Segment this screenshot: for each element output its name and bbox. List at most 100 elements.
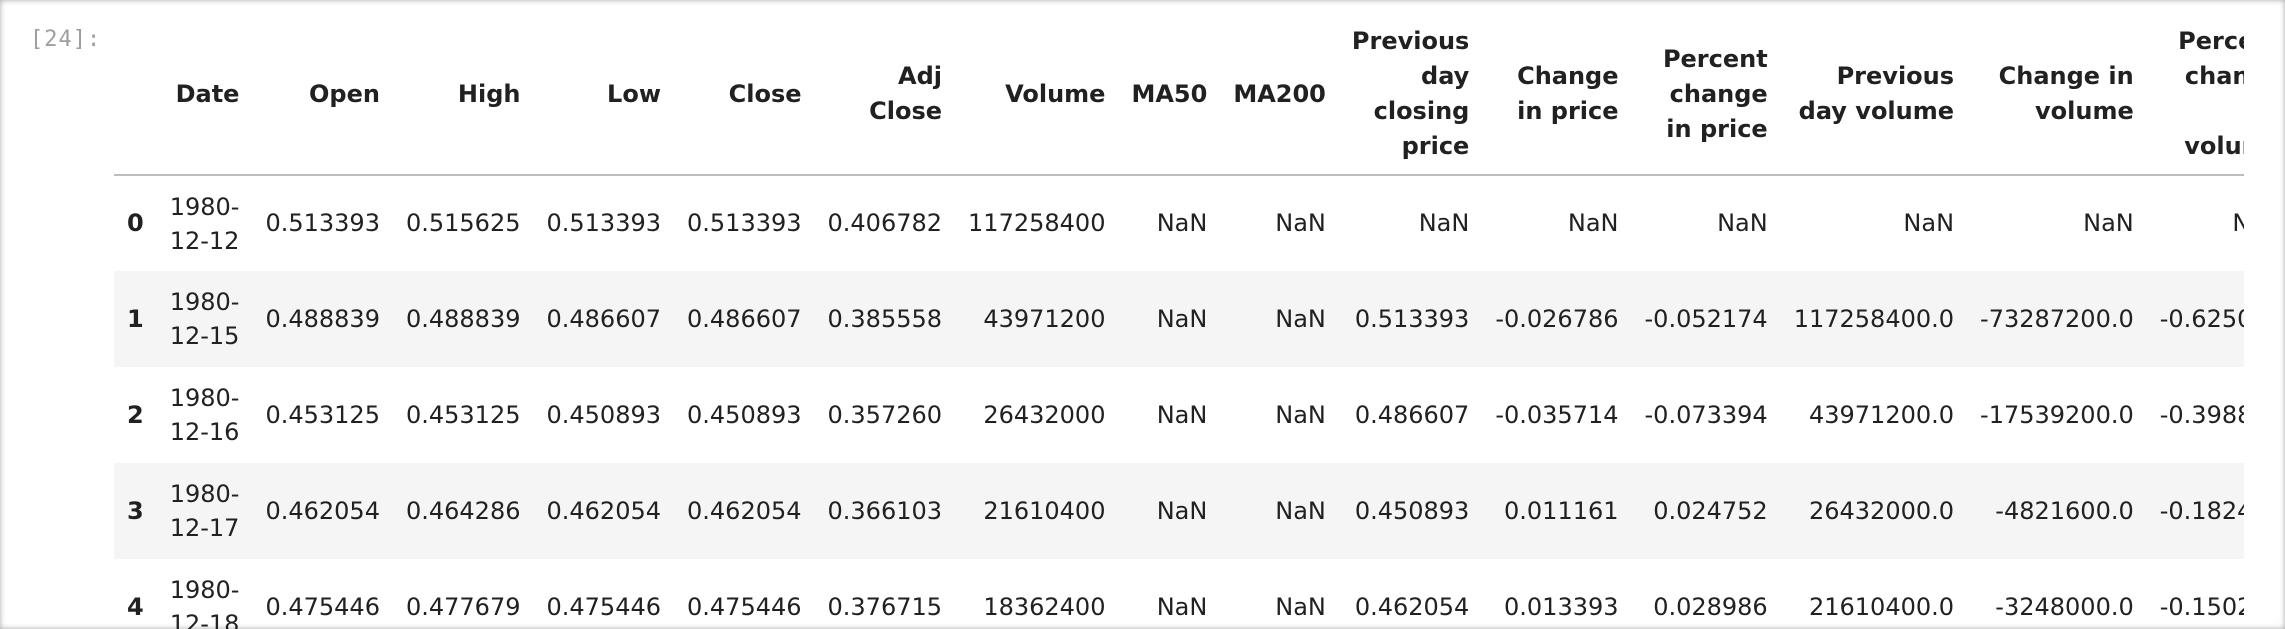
table-cell: -0.052174 <box>1644 304 1768 333</box>
table-cell: 0.450893 <box>546 400 661 429</box>
column-header: Date <box>156 14 253 176</box>
table-cell: 0.486607 <box>546 304 661 333</box>
table-row: 2 1980-12-16 0.453125 0.453125 0.450893 0.450… <box>114 367 2244 463</box>
table-cell: NaN <box>2083 209 2134 237</box>
table-cell: NaN <box>1156 592 1208 621</box>
column-header: Percent change in price <box>1631 14 1781 176</box>
table-cell: 0.462054 <box>265 496 380 525</box>
table-cell: NaN <box>1275 592 1326 621</box>
table-cell: -0.073394 <box>1644 400 1768 429</box>
index-header <box>114 14 157 176</box>
table-cell: 0.376715 <box>827 592 943 621</box>
table-cell: 0.462054 <box>1354 592 1470 621</box>
table-body: 0 1980-12-12 0.513393 0.515625 0.513393 0.513… <box>114 175 2244 629</box>
table-cell: 0.450893 <box>1354 496 1470 525</box>
column-header: Open <box>252 14 393 176</box>
table-cell: 117258400.0 <box>1793 304 1955 333</box>
table-cell: -0.182415 <box>2159 496 2244 525</box>
table-cell: NaN <box>1275 400 1326 429</box>
table-cell: 0.013393 <box>1504 592 1619 621</box>
table-cell: 0.513393 <box>546 209 661 237</box>
date-cell: 1980-12-15 <box>169 288 240 350</box>
row-index: 1 <box>127 304 144 333</box>
table-cell: NaN <box>1567 209 1619 237</box>
table-cell: -4821600.0 <box>1995 496 2134 525</box>
table-cell: 43971200 <box>983 304 1106 333</box>
table-cell: NaN <box>2232 209 2244 237</box>
column-header: Change in price <box>1482 14 1632 176</box>
table-cell: -0.625006 <box>2159 304 2244 333</box>
table-cell: 0.366103 <box>827 496 943 525</box>
table-cell: 0.477679 <box>405 592 521 621</box>
table-cell: 0.488839 <box>405 304 521 333</box>
date-cell: 1980-12-18 <box>169 576 240 629</box>
date-cell: 1980-12-12 <box>169 192 240 255</box>
table-cell: 0.024752 <box>1653 496 1768 525</box>
table-cell: 0.513393 <box>265 209 380 237</box>
column-header: Previous day closing price <box>1338 14 1483 176</box>
table-cell: NaN <box>1418 209 1470 237</box>
column-header: Close <box>674 14 815 176</box>
table-row: 1 1980-12-15 0.488839 0.488839 0.486607 0.486… <box>114 271 2244 367</box>
table-cell: NaN <box>1275 496 1326 525</box>
column-header: Change in volume <box>1967 14 2147 176</box>
table-cell: -17539200.0 <box>1980 400 2134 429</box>
table-cell: 0.513393 <box>687 209 802 237</box>
column-header: Percent change in volume <box>2146 14 2244 176</box>
table-cell: 21610400.0 <box>1808 592 1955 621</box>
table-cell: 0.450893 <box>687 400 802 429</box>
table-row: 0 1980-12-12 0.513393 0.515625 0.513393 0.513… <box>114 175 2244 271</box>
row-index: 4 <box>127 592 144 621</box>
column-header: Low <box>533 14 674 176</box>
column-header: Adj Close <box>814 14 956 176</box>
table-cell: 0.475446 <box>546 592 661 621</box>
column-header: Previous day volume <box>1780 14 1968 176</box>
table-cell: 21610400 <box>983 496 1106 525</box>
table-cell: -0.150298 <box>2159 592 2244 621</box>
column-header: Volume <box>955 14 1119 176</box>
table-cell: -0.398879 <box>2159 400 2244 429</box>
table-cell: 0.011161 <box>1504 496 1619 525</box>
table-cell: 0.453125 <box>405 400 521 429</box>
table-cell: 0.462054 <box>687 496 802 525</box>
table-cell: NaN <box>1717 209 1768 237</box>
table-cell: 0.486607 <box>687 304 802 333</box>
table-cell: NaN <box>1156 496 1208 525</box>
table-cell: 0.486607 <box>1354 400 1470 429</box>
table-cell: NaN <box>1275 304 1326 333</box>
dataframe-output: Date Open High Low Close Adj Close Volume MA50 M… <box>114 14 2244 629</box>
table-cell: -3248000.0 <box>1995 592 2134 621</box>
table-cell: NaN <box>1903 209 1955 237</box>
table-cell: 0.453125 <box>265 400 380 429</box>
table-cell: NaN <box>1275 209 1326 237</box>
table-cell: 18362400 <box>983 592 1106 621</box>
table-cell: 0.475446 <box>265 592 380 621</box>
table-row: 3 1980-12-17 0.462054 0.464286 0.462054 0.462… <box>114 463 2244 559</box>
table-cell: NaN <box>1156 209 1208 237</box>
table-cell: 0.515625 <box>405 209 521 237</box>
table-cell: -0.026786 <box>1495 304 1619 333</box>
table-cell: 0.357260 <box>827 400 943 429</box>
table-cell: 0.406782 <box>827 209 943 237</box>
table-cell: NaN <box>1156 304 1208 333</box>
column-header: MA200 <box>1220 14 1339 176</box>
header-row: Date Open High Low Close Adj Close Volume MA50 M… <box>114 14 2244 176</box>
row-index: 2 <box>127 400 144 429</box>
table-cell: 117258400 <box>968 209 1106 237</box>
table-row: 4 1980-12-18 0.475446 0.477679 0.475446 0.475… <box>114 559 2244 629</box>
column-header: High <box>392 14 534 176</box>
table-cell: 0.464286 <box>405 496 521 525</box>
table-cell: 43971200.0 <box>1808 400 1955 429</box>
row-index: 3 <box>127 496 144 525</box>
table-cell: 0.462054 <box>546 496 661 525</box>
table-cell: 0.488839 <box>265 304 380 333</box>
table-cell: 26432000.0 <box>1808 496 1955 525</box>
table-cell: 0.385558 <box>827 304 943 333</box>
cell-execution-prompt: [24]: <box>30 27 102 52</box>
table-cell: -73287200.0 <box>1980 304 2134 333</box>
table-cell: 26432000 <box>983 400 1106 429</box>
date-cell: 1980-12-17 <box>169 480 240 542</box>
dataframe-table: Date Open High Low Close Adj Close Volume MA50 M… <box>114 14 2244 629</box>
table-cell: NaN <box>1156 400 1208 429</box>
